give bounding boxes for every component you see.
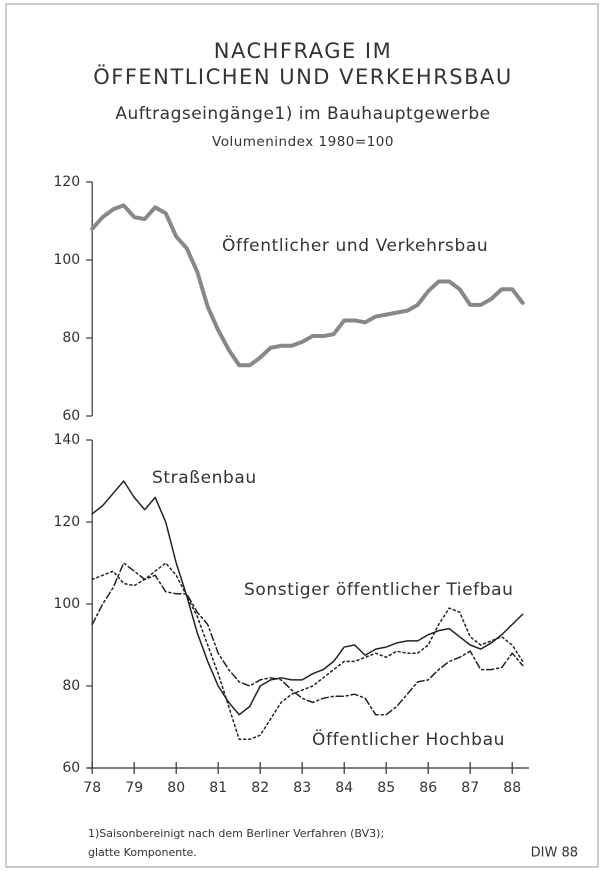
x-tick-label: 87 (461, 780, 479, 796)
series-line (90, 203, 525, 368)
series-label: Sonstiger öffentlicher Tiefbau (244, 580, 514, 600)
x-tick-label: 85 (377, 780, 395, 796)
y-tick-label: 80 (62, 330, 80, 346)
footnote: 1)Saisonbereinigt nach dem Berliner Verf… (88, 827, 384, 840)
x-tick-label: 86 (419, 780, 437, 796)
y-tick-label: 60 (62, 408, 80, 424)
y-tick-label: 120 (53, 174, 80, 190)
y-tick-label: 80 (62, 678, 80, 694)
x-tick-label: 80 (167, 780, 185, 796)
x-tick-label: 88 (503, 780, 521, 796)
series-label: Straßenbau (152, 468, 257, 488)
x-tick-label: 82 (251, 780, 269, 796)
y-tick-label: 60 (62, 760, 80, 776)
series-label: Öffentlicher Hochbau (312, 728, 505, 750)
subtitle: Auftragseingänge1) im Bauhauptgewerbe (115, 104, 490, 124)
y-tick-label: 120 (53, 514, 80, 530)
frame (5, 3, 599, 868)
source: DIW 88 (531, 846, 578, 861)
title-line: ÖFFENTLICHEN UND VERKEHRSBAU (93, 64, 513, 89)
note: Volumenindex 1980=100 (212, 134, 394, 150)
x-tick-label: 78 (83, 780, 101, 796)
footnote: glatte Komponente. (88, 846, 197, 859)
y-tick-label: 140 (53, 432, 80, 448)
y-tick-label: 100 (53, 252, 80, 268)
series-line (91, 562, 524, 741)
x-tick-label: 81 (209, 780, 227, 796)
x-tick-label: 79 (125, 780, 143, 796)
series-label: Öffentlicher und Verkehrsbau (222, 234, 488, 256)
title-line: NACHFRAGE IM (214, 39, 393, 63)
y-tick-label: 100 (53, 596, 80, 612)
x-tick-label: 84 (335, 780, 353, 796)
x-tick-label: 83 (293, 780, 311, 796)
series-line (91, 480, 524, 716)
series-line (91, 562, 524, 716)
